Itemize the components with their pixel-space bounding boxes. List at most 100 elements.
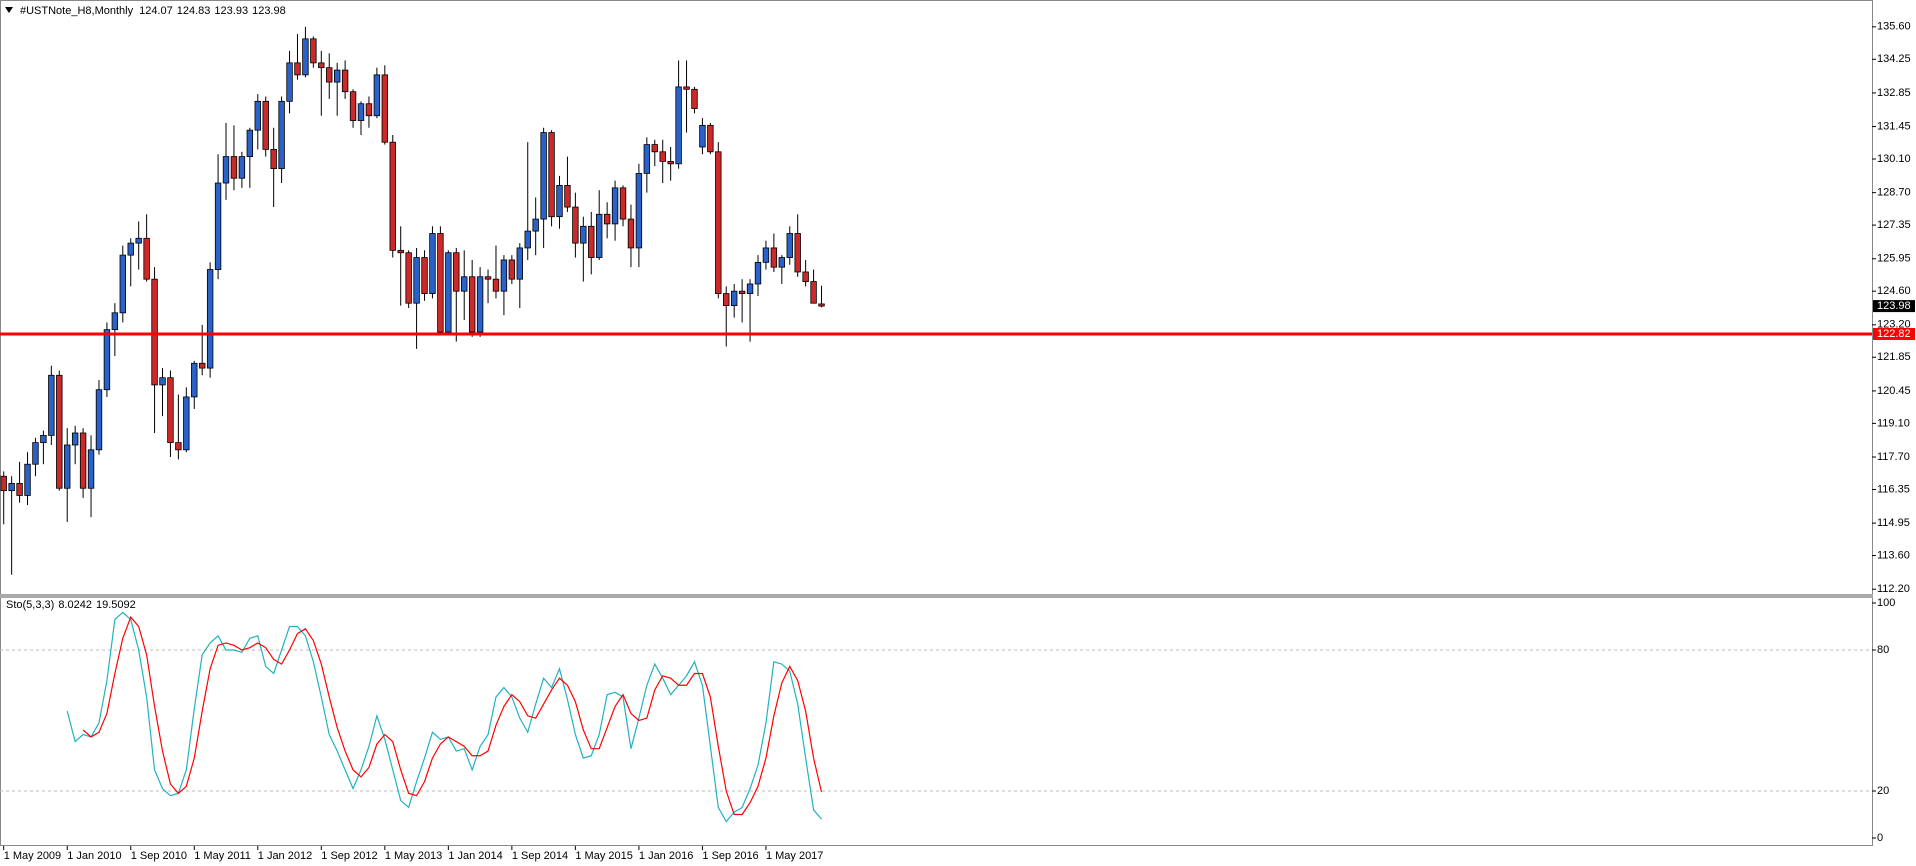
candle-body xyxy=(16,483,23,496)
candle-body xyxy=(588,225,595,258)
candle-body xyxy=(738,290,746,294)
candle-body xyxy=(667,161,674,165)
candle-body xyxy=(603,213,611,225)
x-tick-label: 1 Sep 2014 xyxy=(512,850,568,862)
candle-body xyxy=(532,218,539,232)
candle-body xyxy=(683,86,690,90)
candle-body xyxy=(580,225,587,244)
candle-body xyxy=(802,271,809,282)
candle-body xyxy=(770,247,778,268)
y-tick-label: 20 xyxy=(1877,785,1889,797)
candle-body xyxy=(786,233,793,258)
candle-body xyxy=(262,100,269,150)
candle-body xyxy=(341,69,349,93)
candle-body xyxy=(635,173,643,249)
candle-body xyxy=(333,69,341,83)
chart-header: #USTNote_H8,Monthly 124.07 124.83 123.93 123… xyxy=(20,5,286,17)
candle-body xyxy=(111,312,119,331)
y-tick-label: 127.35 xyxy=(1877,219,1911,231)
y-tick-label: 135.60 xyxy=(1877,21,1911,33)
candle-body xyxy=(611,187,619,225)
candle-body xyxy=(135,237,142,244)
y-tick-label: 124.60 xyxy=(1877,285,1911,297)
candle-body xyxy=(516,247,523,280)
candle-body xyxy=(524,230,531,249)
header-high: 124.83 xyxy=(177,5,211,17)
chart-frame xyxy=(0,0,1873,846)
level-price-box xyxy=(1873,327,1915,340)
candle-body xyxy=(198,362,206,369)
candle-body xyxy=(357,103,365,121)
candle-body xyxy=(564,185,571,208)
candle-body xyxy=(762,247,770,263)
level-price-label: 122.82 xyxy=(1877,328,1911,340)
panel-separator xyxy=(0,594,1873,598)
menu-triangle[interactable] xyxy=(5,7,13,13)
x-tick-label: 1 Jan 2016 xyxy=(639,850,693,862)
x-tick-label: 1 Jan 2010 xyxy=(67,850,121,862)
x-tick-label: 1 May 2017 xyxy=(766,850,823,862)
candle-body xyxy=(238,156,246,179)
indicator-title: Sto(5,3,3) xyxy=(6,599,54,611)
symbol-title: #USTNote_H8,Monthly xyxy=(20,5,134,17)
y-tick-label: 100 xyxy=(1877,597,1895,609)
indicator-line xyxy=(82,615,823,816)
y-tick-label: 121.85 xyxy=(1877,351,1911,363)
candle-body xyxy=(294,62,301,76)
indicator-header: Sto(5,3,3) 8.0242 19.5092 xyxy=(6,599,136,611)
candle-body xyxy=(723,293,730,307)
candle-body xyxy=(318,62,325,69)
x-tick-label: 1 Sep 2010 xyxy=(131,850,187,862)
candle-body xyxy=(24,463,31,496)
y-tick-label: 113.60 xyxy=(1877,549,1910,561)
candle-body xyxy=(246,129,254,158)
candle-body xyxy=(810,281,817,304)
candle-body xyxy=(143,237,150,280)
candle-body xyxy=(270,148,277,170)
candle-body xyxy=(715,151,722,294)
candle-body xyxy=(659,151,666,162)
candle-body xyxy=(461,276,468,292)
candle-body xyxy=(326,67,333,83)
candle-body xyxy=(71,432,79,446)
candle-body xyxy=(175,442,182,451)
header-close: 123.98 xyxy=(252,5,286,17)
candle-body xyxy=(48,374,55,436)
candle-body xyxy=(818,303,825,307)
candle-body xyxy=(754,261,762,285)
candle-body xyxy=(500,259,508,292)
candle-body xyxy=(437,233,444,333)
candle-body xyxy=(191,362,198,398)
candle-body xyxy=(103,329,111,391)
candle-body xyxy=(286,62,293,102)
candle-body xyxy=(794,233,801,273)
candle-body xyxy=(445,252,452,333)
header-low: 123.93 xyxy=(214,5,248,17)
candle-body xyxy=(484,276,492,280)
candle-body xyxy=(389,141,396,251)
candle-body xyxy=(230,156,238,179)
y-tick-label: 134.25 xyxy=(1877,53,1911,65)
candle-body xyxy=(730,290,738,307)
candle-body xyxy=(699,124,706,148)
candle-body xyxy=(222,156,230,184)
header-open: 124.07 xyxy=(139,5,173,17)
candle-body xyxy=(413,257,420,304)
candle-body xyxy=(365,103,373,117)
candle-body xyxy=(421,257,428,294)
current-price-box xyxy=(1873,300,1915,313)
candle-body xyxy=(310,38,317,64)
candle-body xyxy=(79,432,87,489)
y-tick-label: 128.70 xyxy=(1877,187,1911,199)
candle-body xyxy=(159,377,166,386)
y-tick-label: 119.10 xyxy=(1877,417,1910,429)
x-tick-label: 1 May 2013 xyxy=(385,850,442,862)
candle-body xyxy=(492,278,500,292)
y-tick-label: 125.95 xyxy=(1877,253,1911,265)
candle-body xyxy=(619,187,627,220)
candle-body xyxy=(468,276,476,333)
y-tick-label: 123.20 xyxy=(1877,319,1911,331)
candle-body xyxy=(206,269,214,369)
candle-body xyxy=(572,206,579,244)
